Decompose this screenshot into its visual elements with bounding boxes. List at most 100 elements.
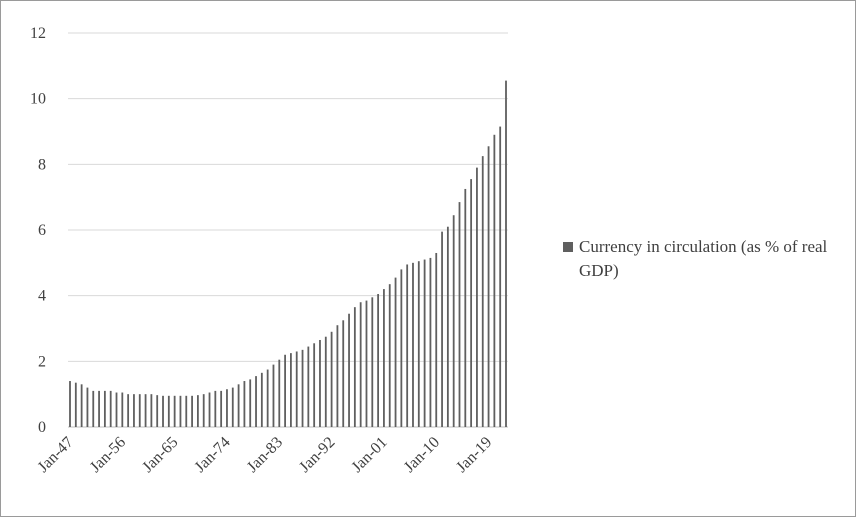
y-tick-label: 6	[38, 222, 46, 239]
bar	[499, 126, 502, 427]
bar	[330, 331, 333, 427]
bar	[127, 394, 130, 427]
bar	[266, 369, 269, 427]
bar	[400, 269, 403, 427]
bar	[255, 376, 257, 427]
bar	[243, 381, 246, 427]
bar	[103, 390, 106, 427]
bar	[348, 313, 350, 427]
x-tick-label: Jan-56	[87, 434, 129, 476]
bar	[412, 262, 414, 427]
x-tick-label: Jan-01	[349, 434, 391, 476]
bar	[179, 395, 182, 427]
bar	[284, 354, 286, 427]
bar	[423, 259, 426, 427]
y-tick-label: 2	[38, 353, 46, 370]
bar	[464, 188, 467, 427]
bar	[80, 384, 83, 427]
x-tick-label: Jan-83	[244, 434, 286, 476]
legend: Currency in circulation (as % of real GD…	[563, 235, 843, 283]
y-tick-label: 0	[38, 419, 46, 436]
bar	[138, 394, 141, 427]
bar	[301, 349, 304, 427]
bar-series	[69, 80, 507, 428]
bar	[249, 379, 252, 427]
gridlines	[68, 32, 508, 428]
bar	[505, 80, 507, 427]
bar	[167, 395, 170, 427]
x-tick-label: Jan-92	[296, 434, 338, 476]
bar	[98, 390, 100, 427]
bar	[109, 390, 112, 427]
bar	[278, 359, 281, 427]
bar	[92, 390, 95, 427]
x-tick-label: Jan-65	[139, 434, 181, 476]
bar	[121, 392, 124, 427]
bar	[290, 353, 292, 427]
bar	[435, 252, 438, 427]
bar	[185, 395, 188, 427]
x-tick-label: Jan-19	[453, 434, 495, 476]
x-tick-label: Jan-74	[192, 434, 234, 476]
bar	[133, 394, 135, 427]
bar	[191, 395, 193, 427]
bar	[429, 257, 432, 427]
bar	[115, 392, 118, 427]
x-axis-ticks: Jan-47 Jan-56 Jan-65 Jan-74 Jan-83 Jan-92 Jan-…	[35, 434, 496, 476]
bar	[487, 146, 490, 427]
bar	[295, 351, 298, 427]
y-tick-label: 10	[30, 91, 46, 108]
bar	[220, 390, 223, 427]
bar	[231, 387, 234, 427]
bar	[226, 389, 228, 427]
bar	[324, 336, 327, 427]
bar	[371, 297, 374, 427]
bar	[196, 395, 199, 427]
bar	[173, 395, 176, 427]
bar	[272, 364, 275, 427]
bar	[319, 339, 321, 427]
bar	[452, 215, 455, 427]
x-tick-label: Jan-10	[401, 434, 443, 476]
bar	[342, 320, 345, 427]
bar	[202, 394, 205, 427]
bar	[359, 302, 362, 427]
bar	[481, 156, 484, 427]
bar	[237, 384, 240, 427]
bar	[417, 261, 420, 427]
bar	[388, 284, 391, 427]
bar	[74, 382, 77, 427]
bar	[313, 343, 316, 427]
bar	[377, 294, 380, 427]
bar	[441, 231, 443, 427]
bar	[208, 392, 211, 427]
y-tick-label: 4	[38, 288, 46, 305]
bar	[336, 325, 339, 427]
legend-swatch	[563, 242, 573, 252]
bar	[383, 289, 385, 427]
bar	[162, 395, 164, 427]
y-tick-label: 12	[30, 25, 46, 42]
bar	[144, 394, 147, 427]
y-tick-label: 8	[38, 156, 46, 173]
bar	[353, 307, 356, 427]
bar	[458, 202, 461, 427]
y-axis-ticks: 0 2 4 6 8 10 12	[30, 25, 46, 436]
bar	[493, 134, 496, 428]
bar	[214, 390, 217, 427]
bar	[86, 387, 89, 427]
bar	[260, 372, 263, 427]
bar	[365, 300, 368, 427]
bar	[156, 395, 159, 427]
bar	[69, 381, 71, 427]
bar	[150, 394, 153, 427]
bar	[394, 277, 397, 427]
bar	[476, 167, 478, 427]
bar	[406, 264, 409, 427]
x-tick-label: Jan-47	[35, 434, 77, 476]
bar	[470, 179, 473, 427]
legend-label: Currency in circulation (as % of real GD…	[579, 237, 828, 280]
bar	[446, 226, 449, 427]
